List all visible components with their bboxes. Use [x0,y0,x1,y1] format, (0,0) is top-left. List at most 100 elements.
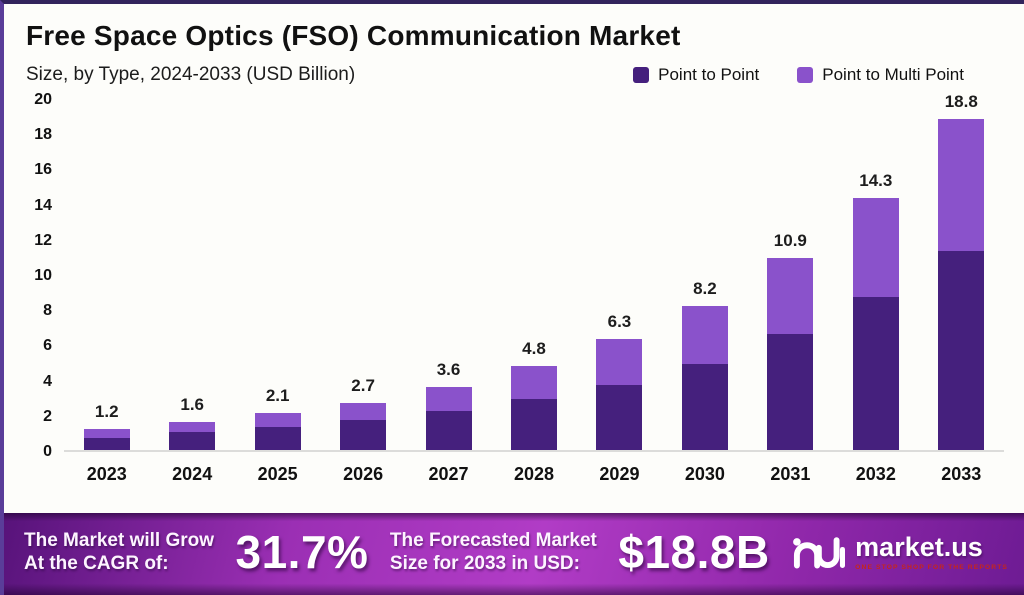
bar-segment-point-to-multi-point [169,421,216,433]
y-tick-label: 20 [34,91,52,108]
bar-segment-point-to-point [852,296,899,450]
x-axis: 2023 2024 2025 2026 2027 2028 2029 2030 2031 2032… [64,452,1004,485]
bar-segment-point-to-multi-point [425,386,472,412]
bar-segment-point-to-multi-point [852,198,899,297]
bar-total-label: 2.7 [351,375,375,395]
cagr-label: The Market will Grow At the CAGR of: [24,529,214,575]
forecast-label-line2: Size for 2033 in USD: [389,553,580,574]
stacked-bar [596,339,643,450]
bar-segment-point-to-multi-point [340,402,387,421]
x-axis-label: 2029 [599,464,640,484]
stacked-bar [938,119,985,450]
bar-chart: 0 2 4 6 8 10 12 14 16 18 20 1.2 1.6 2.1 2.7 3.6 4.8 6.3 8… [4,91,1024,485]
bar-group-2024: 1.6 [149,395,234,450]
stacked-bar [767,258,814,450]
legend-item-point-to-multi-point: Point to Multi Point [797,65,964,85]
bar-group-2029: 6.3 [577,312,662,450]
bar-total-label: 10.9 [773,231,807,251]
bar-group-2027: 3.6 [406,360,491,450]
x-axis-label: 2033 [941,464,982,484]
cagr-value: 31.7% [235,526,369,578]
brand-logo: market.us ONE STOP SHOP FOR THE REPORTS [791,529,1008,575]
bar-group-2026: 2.7 [320,375,405,450]
stacked-bar [83,428,130,450]
x-axis-label: 2032 [855,464,896,484]
legend-swatch-dark-icon [633,67,650,83]
bar-group-2031: 10.9 [748,231,833,450]
cagr-label-line2: At the CAGR of: [24,553,169,574]
bar-group-2033: 18.8 [919,92,1004,450]
y-tick-label: 0 [43,443,52,460]
legend-swatch-light-icon [797,67,814,83]
bar-segment-point-to-point [767,333,814,450]
bar-total-label: 18.8 [944,92,978,112]
bar-segment-point-to-point [938,251,985,450]
y-tick-label: 4 [43,372,52,390]
y-tick-label: 14 [34,196,52,214]
stacked-bar [169,421,216,450]
bar-segment-point-to-multi-point [767,258,814,334]
bar-segment-point-to-point [340,420,387,450]
bar-segment-point-to-point [83,437,130,450]
y-tick-label: 6 [43,337,52,355]
header: Free Space Optics (FSO) Communication Ma… [4,4,1024,86]
stacked-bar [510,365,557,450]
bar-group-2023: 1.2 [64,402,149,450]
y-tick-label: 2 [43,407,52,425]
bar-total-label: 4.8 [522,338,546,358]
market-us-logo-icon [793,537,846,569]
forecast-label: The Forecasted Market Size for 2033 in U… [390,529,597,575]
bar-total-label: 1.6 [180,394,204,414]
plot-wrap: 1.2 1.6 2.1 2.7 3.6 4.8 6.3 8.2 10.9 14.3 18.8 202… [64,92,1004,485]
x-axis-label: 2027 [428,464,469,484]
y-tick-label: 8 [43,302,52,320]
chart-legend: Point to Point Point to Multi Point [633,65,964,85]
x-axis-label: 2026 [343,464,384,484]
x-axis-label: 2030 [684,464,725,484]
bar-total-label: 8.2 [693,278,717,298]
x-axis-label: 2031 [770,464,811,484]
y-tick-label: 10 [34,267,52,284]
bar-total-label: 6.3 [607,312,632,332]
bar-segment-point-to-point [254,427,301,450]
brand-name: market.us [855,531,983,562]
bar-segment-point-to-multi-point [938,119,985,252]
bar-segment-point-to-multi-point [254,413,301,428]
bar-total-label: 14.3 [859,171,893,191]
x-axis-label: 2023 [86,464,127,484]
cagr-label-line1: The Market will Grow [24,529,215,551]
y-tick-label: 16 [34,161,52,179]
x-axis-label: 2024 [172,464,213,484]
brand-tagline: ONE STOP SHOP FOR THE REPORTS [855,563,1008,571]
forecast-value: $18.8B [618,526,770,578]
bar-segment-point-to-multi-point [681,305,728,364]
bar-total-label: 3.6 [436,359,461,379]
legend-label: Point to Multi Point [822,65,964,84]
stacked-bar [340,402,387,450]
stacked-bar [254,413,301,450]
bar-segment-point-to-point [510,398,557,450]
bar-group-2030: 8.2 [662,279,747,450]
bar-segment-point-to-multi-point [596,339,643,385]
y-tick-label: 12 [34,231,52,249]
forecast-label-line1: The Forecasted Market [389,529,597,551]
page-title: Free Space Optics (FSO) Communication Ma… [26,20,681,51]
bar-total-label: 2.1 [265,386,290,406]
stacked-bar [681,305,728,450]
bar-segment-point-to-point [425,411,472,450]
y-axis: 0 2 4 6 8 10 12 14 16 18 20 [16,91,64,460]
x-axis-label: 2028 [513,464,555,484]
bar-group-2032: 14.3 [833,171,918,450]
legend-label: Point to Point [658,65,760,84]
bar-segment-point-to-point [681,363,728,450]
plot-area: 1.2 1.6 2.1 2.7 3.6 4.8 6.3 8.2 10.9 14.3 18.8 [64,92,1004,452]
bar-segment-point-to-multi-point [510,365,557,399]
bar-group-2028: 4.8 [491,339,576,450]
bar-segment-point-to-multi-point [83,428,130,438]
y-tick-label: 18 [34,126,52,144]
stacked-bar [852,198,899,450]
x-axis-label: 2025 [257,464,298,484]
stacked-bar [425,386,472,450]
chart-subtitle: Size, by Type, 2024-2033 (USD Billion) [26,64,356,85]
